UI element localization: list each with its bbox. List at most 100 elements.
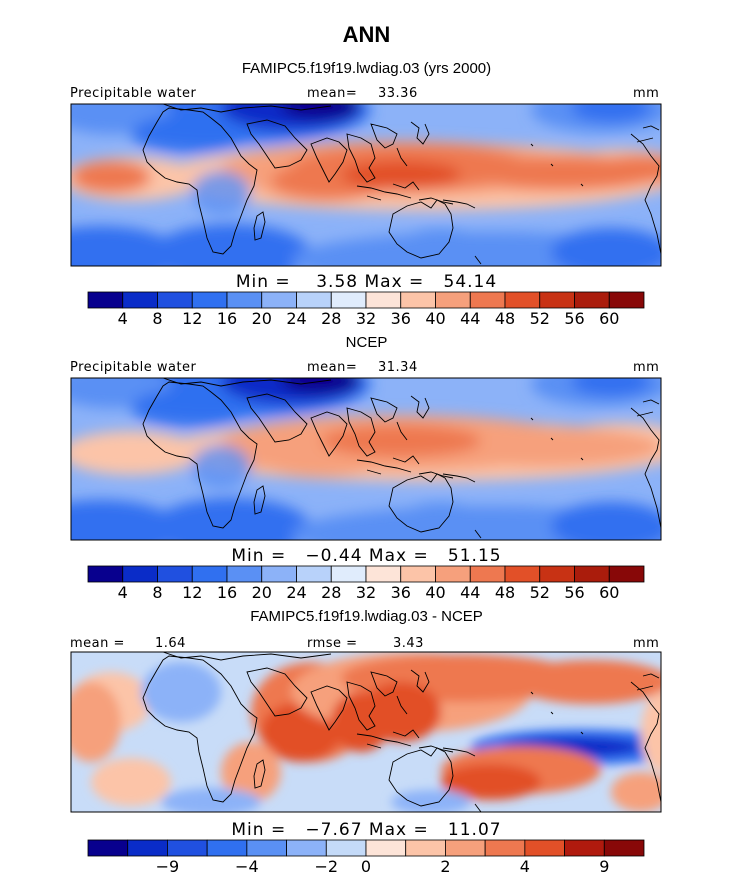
field-blob bbox=[131, 114, 251, 154]
field-blob bbox=[91, 758, 171, 806]
coastline bbox=[396, 121, 430, 167]
field-blob bbox=[151, 224, 311, 266]
coastline bbox=[162, 104, 332, 113]
field-blob bbox=[551, 228, 661, 266]
colorbar-2-swatch bbox=[469, 565, 506, 583]
panel-2-minmax: Min = −0.44 Max = 51.15 bbox=[231, 546, 502, 566]
figure-title: ANN bbox=[342, 22, 391, 47]
panel-2-units: mm bbox=[633, 360, 660, 375]
colorbar-2-swatch bbox=[574, 565, 610, 583]
coastline bbox=[162, 378, 332, 387]
coastline bbox=[253, 211, 266, 241]
coastline bbox=[388, 747, 454, 807]
colorbar-1-tick-label: 28 bbox=[321, 309, 341, 328]
colorbar-1-swatch bbox=[330, 291, 367, 309]
coastline bbox=[142, 107, 258, 255]
field-blob bbox=[571, 104, 651, 122]
map-frame bbox=[70, 651, 662, 813]
field-blob bbox=[151, 498, 311, 540]
colorbar-2-swatch bbox=[504, 565, 541, 583]
field-blob bbox=[71, 682, 121, 762]
field-layer bbox=[71, 652, 661, 812]
coastline bbox=[396, 669, 430, 715]
coastline bbox=[388, 473, 454, 533]
panel-3-title: FAMIPC5.f19f19.lwdiag.03 - NCEP bbox=[250, 608, 483, 625]
colorbar-3-swatch bbox=[206, 839, 248, 857]
field-blob bbox=[161, 788, 261, 812]
field-blob bbox=[231, 444, 311, 469]
colorbar-1-swatch bbox=[122, 291, 158, 309]
colorbar-2-swatch bbox=[226, 565, 263, 583]
coastline bbox=[442, 199, 482, 265]
coastline bbox=[346, 681, 376, 731]
colorbar-1-swatch bbox=[191, 291, 228, 309]
coastline bbox=[162, 652, 332, 661]
coastline bbox=[310, 411, 348, 457]
coastline bbox=[346, 133, 376, 183]
colorbar-3-swatch bbox=[445, 839, 486, 857]
colorbar-1-tick-label: 16 bbox=[217, 309, 237, 328]
coastline bbox=[142, 655, 258, 803]
panel-3-mean-label: mean = bbox=[70, 636, 125, 651]
colorbar-2-tick-label: 48 bbox=[495, 583, 515, 602]
colorbar-1-tick-label: 36 bbox=[391, 309, 411, 328]
colorbar-3-swatch bbox=[127, 839, 168, 857]
coastline bbox=[356, 729, 454, 753]
colorbar-2-swatch bbox=[400, 565, 436, 583]
panel-1-minmax: Min = 3.58 Max = 54.14 bbox=[235, 272, 498, 292]
field-blob bbox=[71, 160, 151, 193]
field-blob bbox=[191, 170, 251, 215]
colorbar-3-swatch bbox=[564, 839, 605, 857]
colorbar-2-tick-label: 56 bbox=[564, 583, 584, 602]
panel-2-field-label: Precipitable water bbox=[70, 360, 197, 375]
field-blob bbox=[391, 790, 471, 812]
colorbar-2-swatch bbox=[365, 565, 402, 583]
colorbar-3-tick-label: 9 bbox=[599, 857, 609, 876]
field-blob bbox=[591, 154, 661, 183]
colorbar-3-swatch bbox=[524, 839, 565, 857]
colorbar-2-tick-label: 60 bbox=[599, 583, 619, 602]
coastline bbox=[310, 685, 348, 731]
colorbar-1-swatch bbox=[435, 291, 471, 309]
colorbar-2-tick-label: 24 bbox=[286, 583, 306, 602]
field-blob bbox=[281, 104, 361, 120]
colorbar-2-tick-label: 52 bbox=[530, 583, 550, 602]
colorbar-2-tick-label: 8 bbox=[152, 583, 162, 602]
coastline bbox=[642, 125, 661, 135]
colorbar-3-swatch bbox=[603, 839, 645, 857]
colorbar-2-tick-label: 16 bbox=[217, 583, 237, 602]
coastlines bbox=[142, 378, 661, 539]
coastline bbox=[642, 399, 661, 409]
colorbar-1-swatch bbox=[296, 291, 332, 309]
colorbar-1-tick-label: 20 bbox=[252, 309, 272, 328]
coastline bbox=[642, 673, 661, 683]
colorbar-2-swatch bbox=[330, 565, 367, 583]
panel-3-minmax: Min = −7.67 Max = 11.07 bbox=[231, 820, 502, 840]
coastline bbox=[370, 123, 398, 149]
coastline bbox=[253, 759, 266, 789]
coastline bbox=[530, 417, 584, 461]
colorbar-2-tick-label: 32 bbox=[356, 583, 376, 602]
coastline bbox=[253, 485, 266, 515]
colorbar-1-tick-label: 4 bbox=[118, 309, 128, 328]
coastline bbox=[388, 199, 454, 259]
colorbar-1-tick-label: 12 bbox=[182, 309, 202, 328]
colorbar-2-swatch bbox=[191, 565, 228, 583]
panel-1-mean-value: 33.36 bbox=[378, 86, 418, 101]
colorbar-1-tick-label: 48 bbox=[495, 309, 515, 328]
coastline bbox=[246, 667, 308, 717]
colorbar-2-tick-label: 44 bbox=[460, 583, 480, 602]
colorbar-2-tick-label: 4 bbox=[118, 583, 128, 602]
colorbar-3-swatch bbox=[167, 839, 208, 857]
colorbar-2-swatch bbox=[608, 565, 645, 583]
map-frame bbox=[70, 377, 662, 541]
colorbar-3-swatch bbox=[365, 839, 407, 857]
colorbar-1-swatch bbox=[157, 291, 193, 309]
panel-3-mean-value: 1.64 bbox=[155, 636, 186, 651]
panel-1-mean-label: mean= bbox=[307, 86, 358, 101]
colorbar-1-tick-label: 56 bbox=[564, 309, 584, 328]
coastline bbox=[530, 691, 584, 735]
panel-1-title: FAMIPC5.f19f19.lwdiag.03 (yrs 2000) bbox=[241, 60, 492, 77]
map-panel-1 bbox=[71, 104, 661, 266]
colorbar-1-tick-label: 44 bbox=[460, 309, 480, 328]
